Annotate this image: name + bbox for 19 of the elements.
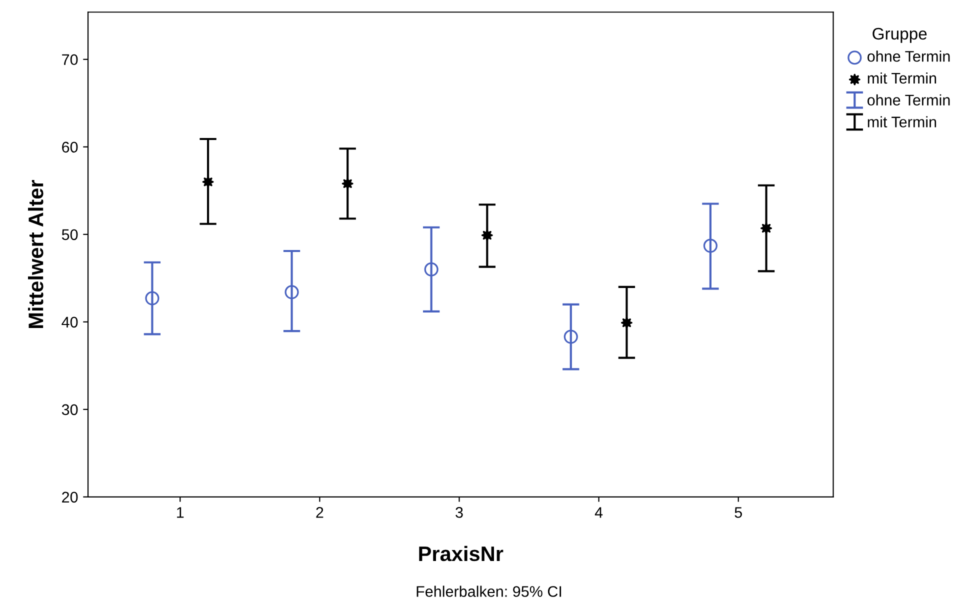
- text: Fehlerbalken: 95% CI: [416, 586, 562, 597]
- y-tick-label: 70: [62, 54, 78, 66]
- y-tick-label: 50: [62, 229, 78, 240]
- y-tick-label: 30: [62, 404, 78, 416]
- legend-label: mit Termin: [868, 116, 936, 128]
- text: ohne Termin: [868, 50, 950, 62]
- x-axis-title: PraxisNr: [419, 546, 504, 562]
- y-tick-label: 20: [62, 492, 78, 503]
- y-tick-label: 40: [62, 316, 78, 328]
- legend-title: Gruppe: [872, 28, 927, 43]
- x-tick-label: 3: [456, 507, 463, 518]
- x-tick-label: 2: [316, 507, 324, 518]
- x-tick-label: 5: [734, 507, 742, 518]
- legend-label: ohne Termin: [868, 94, 950, 106]
- text: mit Termin: [868, 72, 936, 84]
- x-tick-label: 1: [177, 507, 184, 518]
- y-axis-title: Mittelwert Alter: [28, 180, 44, 328]
- y-tick-label: 60: [62, 142, 78, 153]
- x-tick-label: 4: [594, 507, 603, 518]
